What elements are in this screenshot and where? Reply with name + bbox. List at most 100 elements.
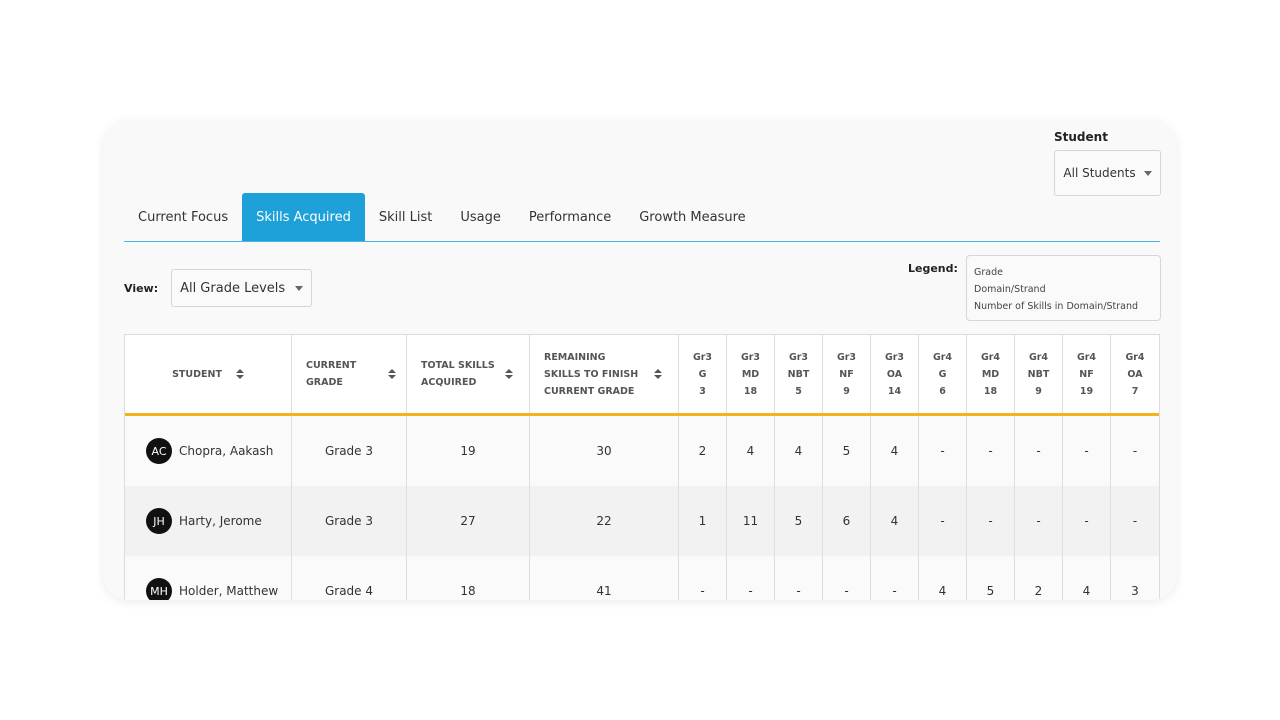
skill-header-grade: Gr4 (980, 351, 1001, 363)
student-filter-label: Student (1054, 130, 1108, 144)
column-header-skill: Gr4 NF 19 (1063, 335, 1111, 413)
total-skills-cell: 19 (407, 416, 530, 486)
skill-header-grade: Gr3 (836, 351, 857, 363)
skill-header-domain: MD (741, 368, 760, 380)
column-header-skill: Gr4 MD 18 (967, 335, 1015, 413)
avatar: JH (146, 508, 172, 534)
skill-header-domain: G (938, 368, 947, 380)
student-cell: MH Holder, Matthew (125, 556, 292, 600)
skill-count-cell: - (1132, 444, 1138, 458)
column-header-skill: Gr3 OA 14 (871, 335, 919, 413)
table-header-row: STUDENT CURRENT GRADE TOTAL SKILLS ACQUI… (125, 335, 1159, 416)
skill-count-cell: - (775, 556, 823, 600)
tab-growth-measure[interactable]: Growth Measure (639, 209, 746, 225)
report-tabs: Current Focus Skills Acquired Skill List Us… (124, 193, 1160, 242)
skill-header-count: 18 (743, 385, 758, 397)
skill-header-domain: G (698, 368, 707, 380)
remaining-skills-cell: 41 (530, 556, 679, 600)
sort-icon (504, 369, 513, 379)
skill-header-grade: Gr4 (1028, 351, 1049, 363)
column-header-grade-line: CURRENT (306, 360, 357, 371)
skill-count-cell: 6 (823, 486, 871, 556)
column-header-skill: Gr3 NBT 5 (775, 335, 823, 413)
skill-count-cell: - (679, 556, 727, 600)
skill-header-domain: NF (839, 368, 854, 380)
tab-usage[interactable]: Usage (460, 209, 501, 225)
skill-header-grade: Gr3 (788, 351, 809, 363)
skill-count-cell: - (967, 416, 1015, 486)
skill-header-domain: OA (886, 368, 903, 380)
skill-header-count: 5 (795, 385, 802, 397)
skill-header-grade: Gr4 (1125, 351, 1145, 363)
skill-count-cell: 3 (1131, 584, 1139, 598)
skill-header-count: 3 (699, 385, 706, 397)
student-name-link[interactable]: Harty, Jerome (179, 514, 262, 528)
tab-skill-list[interactable]: Skill List (378, 209, 433, 225)
current-grade-cell: Grade 3 (292, 416, 407, 486)
sort-icon (235, 369, 244, 379)
table-row: AC Chopra, Aakash Grade 3 19 30 2 4 4 5 4- - - - - (125, 416, 1159, 486)
skill-header-grade: Gr3 (692, 351, 713, 363)
column-header-remaining-line: SKILLS TO FINISH (544, 368, 639, 380)
column-header-skill: Gr4 NBT 9 (1015, 335, 1063, 413)
skill-header-domain: NF (1079, 368, 1094, 380)
caret-down-icon (295, 285, 304, 291)
column-header-total-line: ACQUIRED (421, 377, 477, 388)
student-select-value: All Students (1063, 166, 1136, 180)
skill-header-domain: MD (981, 368, 1000, 380)
current-grade-cell: Grade 3 (292, 486, 407, 556)
grade-level-select-value: All Grade Levels (180, 280, 286, 296)
column-header-skill: Gr4 OA 7 (1111, 335, 1159, 413)
skill-count-cell: - (1015, 416, 1063, 486)
skill-count-cell: - (1015, 486, 1063, 556)
column-header-grade-line: GRADE (306, 377, 343, 388)
skill-count-cell: - (727, 556, 775, 600)
skill-count-cell: 5 (775, 486, 823, 556)
column-header-student-label: STUDENT (172, 368, 222, 380)
column-header-student[interactable]: STUDENT (125, 335, 292, 413)
skill-count-cell: 2 (679, 416, 727, 486)
column-header-skill: Gr3 MD 18 (727, 335, 775, 413)
legend-line-grade: Grade (974, 267, 1003, 278)
skill-header-grade: Gr4 (932, 351, 953, 363)
student-name-link[interactable]: Holder, Matthew (179, 584, 279, 598)
legend-box: Grade Domain/Strand Number of Skills in … (966, 255, 1161, 321)
student-cell: JH Harty, Jerome (125, 486, 292, 556)
report-card: Student All Students Current Focus Skills… (103, 120, 1177, 600)
student-select[interactable]: All Students (1054, 150, 1161, 196)
skill-count-cell: 4 (775, 416, 823, 486)
column-header-current-grade[interactable]: CURRENT GRADE (292, 335, 407, 413)
skill-count-cell: - (823, 556, 871, 600)
skill-count-cell: - (919, 416, 967, 486)
skill-count-cell: 4 (1063, 556, 1111, 600)
skill-count-cell: - (919, 486, 967, 556)
skill-header-count: 9 (1035, 385, 1042, 397)
skill-header-domain: NBT (787, 368, 810, 380)
student-name-link[interactable]: Chopra, Aakash (179, 444, 274, 458)
skill-header-grade: Gr4 (1076, 351, 1097, 363)
skill-header-domain: NBT (1027, 368, 1050, 380)
skill-header-count: 18 (983, 385, 998, 397)
skill-count-cell: 2 (1015, 556, 1063, 600)
sort-icon (388, 369, 397, 379)
skill-header-domain: OA (1127, 368, 1143, 380)
tab-performance[interactable]: Performance (528, 209, 612, 225)
tab-skills-acquired[interactable]: Skills Acquired (242, 193, 365, 241)
avatar: AC (146, 438, 172, 464)
legend-line-count: Number of Skills in Domain/Strand (974, 301, 1139, 312)
skill-count-cell: 4 (871, 486, 919, 556)
view-label: View: (124, 281, 159, 295)
column-header-total-skills[interactable]: TOTAL SKILLS ACQUIRED (407, 335, 530, 413)
skill-header-count: 7 (1131, 385, 1139, 397)
grade-level-select[interactable]: All Grade Levels (171, 269, 313, 307)
skill-header-grade: Gr3 (740, 351, 761, 363)
skill-count-cell: 5 (967, 556, 1015, 600)
column-header-skill: Gr4 G 6 (919, 335, 967, 413)
column-header-remaining-skills[interactable]: REMAINING SKILLS TO FINISH CURRENT GRADE (530, 335, 679, 413)
tab-current-focus[interactable]: Current Focus (138, 209, 229, 225)
skill-header-grade: Gr3 (884, 351, 905, 363)
skill-count-cell: 4 (727, 416, 775, 486)
skill-header-count: 14 (887, 385, 902, 397)
column-header-skill: Gr3 NF 9 (823, 335, 871, 413)
total-skills-cell: 18 (407, 556, 530, 600)
